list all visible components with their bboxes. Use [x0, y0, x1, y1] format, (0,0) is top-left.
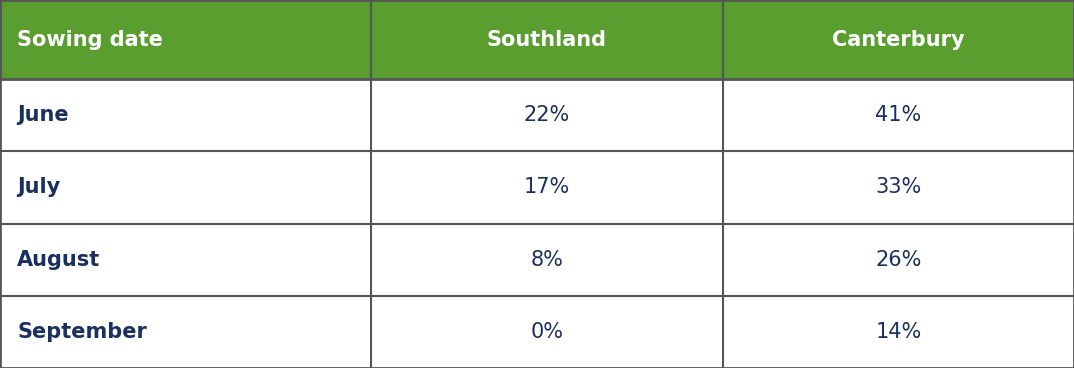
Bar — [723, 0, 1074, 79]
Bar — [371, 224, 723, 296]
Text: 41%: 41% — [875, 105, 921, 125]
Text: 33%: 33% — [875, 177, 921, 198]
Bar — [723, 224, 1074, 296]
Text: 8%: 8% — [531, 250, 563, 270]
Bar — [723, 296, 1074, 368]
Text: 17%: 17% — [523, 177, 570, 198]
Bar — [0, 79, 371, 151]
Bar — [371, 151, 723, 224]
Text: July: July — [17, 177, 60, 198]
Bar — [723, 79, 1074, 151]
Bar — [0, 0, 371, 79]
Text: 22%: 22% — [523, 105, 570, 125]
Bar — [0, 151, 371, 224]
Bar — [0, 224, 371, 296]
Text: Sowing date: Sowing date — [17, 29, 163, 50]
Bar — [371, 79, 723, 151]
Text: Southland: Southland — [487, 29, 607, 50]
Text: 0%: 0% — [531, 322, 563, 342]
Bar — [723, 151, 1074, 224]
Text: September: September — [17, 322, 147, 342]
Text: Canterbury: Canterbury — [832, 29, 964, 50]
Bar — [0, 296, 371, 368]
Bar — [371, 296, 723, 368]
Text: 26%: 26% — [875, 250, 921, 270]
Text: June: June — [17, 105, 69, 125]
Text: August: August — [17, 250, 101, 270]
Text: 14%: 14% — [875, 322, 921, 342]
Bar — [371, 0, 723, 79]
